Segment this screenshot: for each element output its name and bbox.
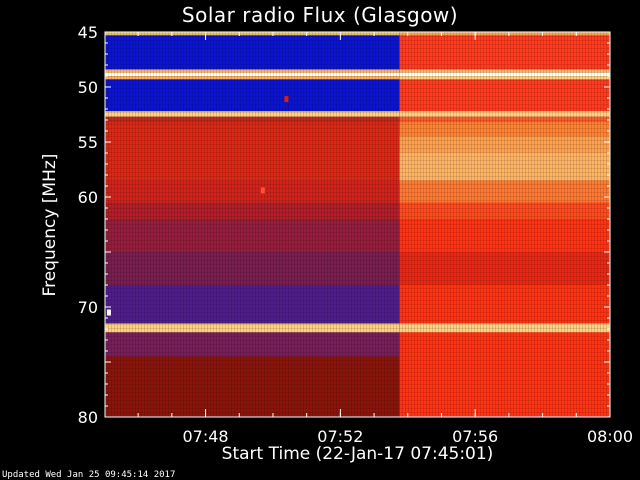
x-tick-label-3: 08:00 bbox=[587, 427, 633, 446]
spot-1 bbox=[260, 187, 265, 194]
x-axis-title: Start Time (22-Jan-17 07:45:01) bbox=[221, 444, 494, 464]
x-tick-label-0: 07:48 bbox=[182, 427, 228, 446]
x-axis: 07:48 07:52 07:56 08:00 bbox=[137, 32, 633, 446]
x-tick-label-2: 07:56 bbox=[452, 427, 498, 446]
y-tick-label-3: 60 bbox=[78, 188, 98, 207]
spot-2 bbox=[106, 309, 111, 316]
heatmap-spots bbox=[106, 96, 289, 316]
chart-title: Solar radio Flux (Glasgow) bbox=[181, 3, 459, 27]
spot-0 bbox=[284, 96, 289, 103]
y-tick-label-5: 70 bbox=[78, 298, 98, 317]
y-axis-title: Frequency [MHz] bbox=[40, 153, 60, 297]
y-tick-label-0: 45 bbox=[78, 23, 98, 42]
x-tick-label-1: 07:52 bbox=[317, 427, 363, 446]
y-tick-label-2: 55 bbox=[78, 133, 98, 152]
y-tick-label-7: 80 bbox=[78, 408, 98, 427]
y-axis: 45 50 55 60 70 80 bbox=[78, 23, 610, 427]
y-tick-label-1: 50 bbox=[78, 78, 98, 97]
updated-timestamp: Updated Wed Jan 25 09:45:14 2017 bbox=[2, 470, 176, 480]
plot-frame bbox=[104, 31, 611, 418]
texture-horizontal bbox=[105, 32, 610, 417]
